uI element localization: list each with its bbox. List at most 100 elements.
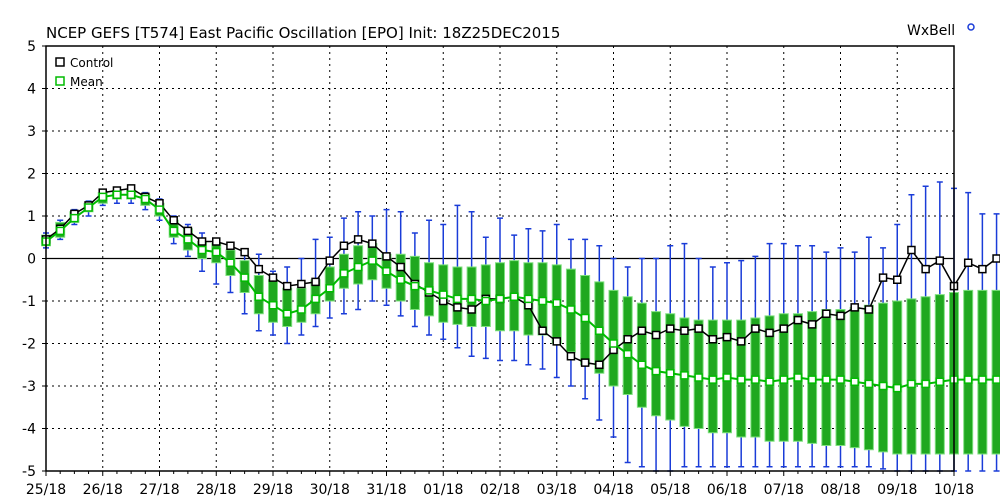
mean-point xyxy=(212,247,221,257)
spread-box xyxy=(906,298,917,455)
control-point xyxy=(878,273,888,282)
mean-point xyxy=(424,286,434,295)
spread-box xyxy=(963,289,974,455)
mean-point xyxy=(708,375,718,384)
legend-mean-label: Mean xyxy=(70,75,103,89)
mean-point xyxy=(850,377,859,386)
x-tick-label: 05/18 xyxy=(650,482,690,498)
x-tick-label: 01/18 xyxy=(423,482,463,498)
spread-box xyxy=(991,289,1000,455)
mean-point xyxy=(907,379,916,389)
mean-point xyxy=(736,375,746,384)
control-point xyxy=(807,320,817,329)
control-point xyxy=(368,239,377,248)
x-tick-label: 06/18 xyxy=(707,482,747,498)
mean-point xyxy=(339,269,349,278)
mean-point xyxy=(978,375,987,384)
control-point xyxy=(353,235,363,244)
control-point xyxy=(651,330,661,340)
series xyxy=(41,184,1000,393)
mean-point xyxy=(126,190,136,199)
control-point xyxy=(226,241,235,250)
spread-box xyxy=(608,289,619,387)
control-point xyxy=(169,216,178,225)
mean-point xyxy=(183,235,193,244)
legend: Control Mean xyxy=(55,56,113,89)
mean-point xyxy=(368,256,377,265)
mean-point xyxy=(580,313,590,323)
spread-box xyxy=(934,294,945,455)
control-point xyxy=(680,326,689,335)
control-point xyxy=(864,305,874,314)
mean-point xyxy=(935,377,945,386)
mean-point xyxy=(495,294,505,304)
control-point xyxy=(552,337,561,346)
control-point xyxy=(240,247,249,257)
chart-title: NCEP GEFS [T574] East Pacific Oscillatio… xyxy=(46,24,560,42)
control-point xyxy=(566,352,576,361)
axes: 5 4 3 2 1 0 -1 -2 -3 -4 -5 25/18 26/18 27/18 28/18 29/1… xyxy=(22,39,974,498)
control-point xyxy=(765,328,774,338)
mean-point xyxy=(864,379,874,389)
mean-point xyxy=(112,190,122,199)
mean-point xyxy=(70,213,79,223)
control-point xyxy=(637,326,647,335)
y-tick-label: -2 xyxy=(22,337,36,353)
mean-point xyxy=(751,375,760,384)
control-point xyxy=(580,358,590,367)
x-tick-label: 31/18 xyxy=(366,482,406,498)
mean-point xyxy=(651,366,661,376)
mean-point xyxy=(481,296,491,306)
x-tick-label: 07/18 xyxy=(764,482,804,498)
y-tick-label: 1 xyxy=(27,209,36,225)
control-point xyxy=(339,241,349,250)
control-point xyxy=(793,315,803,325)
spread-box xyxy=(892,300,903,455)
x-tick-label: 09/18 xyxy=(877,482,917,498)
mean-point xyxy=(595,326,604,335)
control-point xyxy=(595,360,604,369)
control-point xyxy=(538,326,547,335)
control-point xyxy=(963,258,973,267)
control-point xyxy=(779,324,788,333)
control-point xyxy=(992,254,1000,263)
spread-box xyxy=(878,302,889,453)
x-tick-label: 10/18 xyxy=(934,482,974,498)
mean-point xyxy=(325,284,334,293)
x-tick-label: 29/18 xyxy=(253,482,293,498)
mean-point xyxy=(992,375,1000,384)
mean-point xyxy=(779,375,788,384)
mean-point xyxy=(666,369,675,378)
mean-point xyxy=(311,294,320,304)
ensemble-spread xyxy=(41,181,1000,472)
y-tick-label: -4 xyxy=(22,422,36,438)
mean-point xyxy=(55,226,65,236)
control-point xyxy=(297,279,306,289)
control-point xyxy=(453,303,462,312)
spread-box xyxy=(282,287,293,327)
x-tick-label: 25/18 xyxy=(26,482,66,498)
mean-point xyxy=(509,292,519,301)
legend-control-label: Control xyxy=(70,56,113,70)
spread-box xyxy=(977,289,988,455)
y-tick-label: -5 xyxy=(22,464,36,480)
mean-point xyxy=(524,294,533,304)
mean-point xyxy=(268,301,278,310)
mean-point xyxy=(240,273,249,282)
control-point xyxy=(850,303,859,312)
legend-control-marker xyxy=(55,57,65,67)
mean-point xyxy=(793,373,803,382)
control-point xyxy=(282,281,292,291)
logo-dot-icon xyxy=(967,23,975,31)
mean-point xyxy=(893,383,902,393)
mean-point xyxy=(836,375,845,384)
mean-point xyxy=(453,294,462,304)
spread-box xyxy=(636,302,647,408)
mean-point xyxy=(169,226,178,236)
mean-point xyxy=(822,375,831,384)
logo-text: WxBell xyxy=(907,23,955,39)
mean-point xyxy=(963,375,973,384)
x-tick-label: 30/18 xyxy=(310,482,350,498)
spread-box xyxy=(863,304,874,451)
mean-point xyxy=(155,205,164,214)
